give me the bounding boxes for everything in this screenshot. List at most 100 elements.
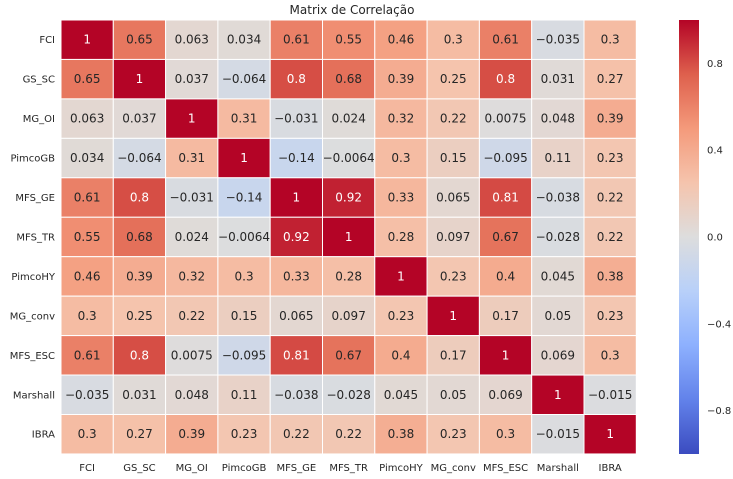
y-tick-labels: FCI GS_SC MG_OI PimcoGB MFS_GE MFS_TR PimcoHY M… xyxy=(10,35,56,441)
cell-annotation: 0.024 xyxy=(331,112,365,126)
heatmap-cell xyxy=(478,137,533,179)
cell-annotation: 0.065 xyxy=(279,309,313,323)
cell-annotation: 0.3 xyxy=(444,33,463,47)
cell-annotation: 0.39 xyxy=(388,72,415,86)
cell-annotation: 0.39 xyxy=(597,112,624,126)
cell-annotation: 0.8 xyxy=(287,72,306,86)
cell-annotation: 0.31 xyxy=(178,151,205,165)
cell-annotation: 0.8 xyxy=(130,191,149,205)
heatmap-cell xyxy=(217,374,271,415)
heatmap-cell xyxy=(478,58,533,100)
cell-annotation: 0.063 xyxy=(70,112,104,126)
colorbar xyxy=(679,20,699,454)
cell-annotation: 1 xyxy=(606,427,614,441)
heatmap-cell xyxy=(583,295,637,337)
cell-annotation: 0.61 xyxy=(74,348,101,362)
heatmap-cell xyxy=(426,295,480,337)
y-tick-label: MFS_ESC xyxy=(10,351,55,362)
heatmap-cell xyxy=(112,295,167,337)
heatmap-cell xyxy=(583,414,637,455)
cell-annotation: 0.15 xyxy=(440,151,467,165)
cell-annotation: 0.17 xyxy=(492,309,519,323)
heatmap-cell xyxy=(269,414,324,455)
cell-annotation: 1 xyxy=(397,269,405,283)
heatmap-cell xyxy=(583,374,637,415)
heatmap-cell xyxy=(112,256,167,297)
x-tick-label: MFS_TR xyxy=(329,463,368,474)
heatmap-cell xyxy=(374,335,428,376)
heatmap-cell xyxy=(60,19,114,60)
cell-annotation: 0.61 xyxy=(492,33,519,47)
heatmap-cell xyxy=(322,295,376,337)
cell-annotation: 0.3 xyxy=(78,427,97,441)
cell-annotation: 0.3 xyxy=(235,269,254,283)
x-tick-label: Marshall xyxy=(537,463,579,474)
cell-annotation: 0.17 xyxy=(440,348,467,362)
heatmap-cell xyxy=(531,19,585,60)
heatmap-cell xyxy=(60,295,114,337)
cell-annotation: 0.31 xyxy=(231,112,258,126)
cell-annotation: 0.23 xyxy=(231,427,258,441)
cell-annotation: 0.68 xyxy=(126,230,153,244)
cell-annotation: 0.39 xyxy=(126,269,153,283)
cell-annotation: 0.22 xyxy=(440,112,467,126)
heatmap-cell xyxy=(478,216,533,258)
colorbar-ticks: 0.8 0.4 0.0 −0.4 −0.8 xyxy=(707,59,731,417)
cell-annotation: 0.034 xyxy=(227,33,261,47)
heatmap-cell xyxy=(583,216,637,258)
cell-annotation: 0.25 xyxy=(440,72,467,86)
cell-annotation: 0.031 xyxy=(541,72,575,86)
cell-annotation: 0.0075 xyxy=(171,348,213,362)
cell-annotation: 0.81 xyxy=(283,348,310,362)
heatmap-cell xyxy=(583,256,637,297)
cell-annotation: 0.23 xyxy=(440,427,467,441)
cell-annotation: 0.27 xyxy=(126,427,153,441)
heatmap-cell xyxy=(374,58,428,100)
cell-annotation: −0.028 xyxy=(326,388,370,402)
cell-annotation: 0.069 xyxy=(488,388,522,402)
x-tick-label: MFS_ESC xyxy=(483,463,528,474)
heatmap-cell xyxy=(374,137,428,179)
heatmap-cell xyxy=(531,295,585,337)
heatmap-cell xyxy=(269,177,324,218)
cell-annotation: 0.8 xyxy=(496,72,515,86)
heatmap-cell xyxy=(217,177,271,218)
heatmap-cell xyxy=(426,19,480,60)
cell-annotation: 1 xyxy=(449,309,457,323)
cell-annotation: 0.037 xyxy=(122,112,156,126)
heatmap-cell xyxy=(322,414,376,455)
heatmap-cell xyxy=(269,58,324,100)
heatmap-cell xyxy=(217,137,271,179)
heatmap-cell xyxy=(374,256,428,297)
heatmap-cell xyxy=(322,256,376,297)
heatmap-cell xyxy=(531,177,585,218)
y-tick-label: IBRA xyxy=(32,430,55,441)
cell-annotation: 0.33 xyxy=(283,269,310,283)
cell-annotation: 0.61 xyxy=(74,191,101,205)
cell-annotation: 0.67 xyxy=(335,348,362,362)
heatmap-cell xyxy=(374,98,428,139)
cell-annotation: −0.095 xyxy=(222,348,266,362)
heatmap-cell xyxy=(426,256,480,297)
heatmap-cell xyxy=(583,137,637,179)
cell-annotation: 0.65 xyxy=(126,33,153,47)
y-tick-label: Marshall xyxy=(13,390,55,401)
heatmap-cell xyxy=(165,256,219,297)
heatmap-cell xyxy=(60,98,114,139)
y-tick-label: MFS_GE xyxy=(15,193,55,204)
heatmap-cell xyxy=(322,98,376,139)
heatmap-cell xyxy=(112,177,167,218)
y-tick-label: PimcoGB xyxy=(10,154,55,165)
x-tick-label: GS_SC xyxy=(123,463,155,474)
heatmap-cell xyxy=(583,98,637,139)
heatmap-cell xyxy=(165,335,219,376)
cell-annotation: 1 xyxy=(136,72,144,86)
cell-annotation: 0.3 xyxy=(496,427,515,441)
cell-annotation: 0.55 xyxy=(335,33,362,47)
cell-annotation: −0.028 xyxy=(536,230,580,244)
heatmap-cell xyxy=(322,216,376,258)
cell-annotation: −0.038 xyxy=(274,388,318,402)
cell-annotation: 0.063 xyxy=(175,33,209,47)
heatmap-cell xyxy=(322,177,376,218)
cell-annotation: −0.064 xyxy=(222,72,266,86)
